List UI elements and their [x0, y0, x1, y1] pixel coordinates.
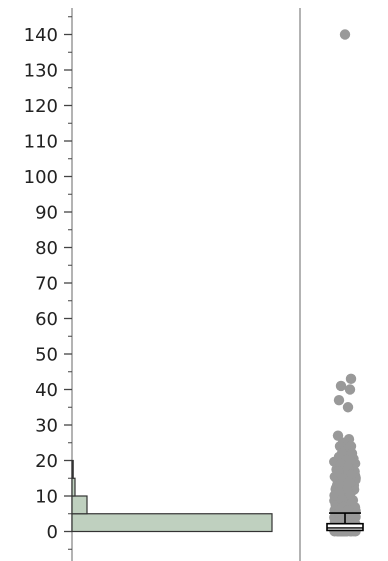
- y-tick-label: 0: [47, 522, 58, 543]
- y-axis: 0 10 20 30 40 50 60 70 80 90 100 110 120 130 140: [24, 8, 73, 561]
- data-point: [344, 384, 356, 395]
- y-tick-label: 100: [24, 167, 58, 188]
- data-point: [345, 373, 357, 385]
- y-tick-label: 90: [35, 203, 58, 224]
- data-point: [335, 380, 347, 392]
- y-tick-label: 140: [24, 25, 58, 46]
- y-tick-label: 40: [35, 380, 58, 401]
- y-tick-label: 10: [35, 487, 58, 508]
- data-point: [339, 29, 351, 40]
- y-tick-label: 20: [35, 451, 58, 472]
- histogram-bar: [71, 495, 88, 515]
- histogram-bar: [71, 459, 74, 479]
- data-point: [333, 394, 345, 406]
- y-tick-label: 80: [35, 238, 58, 259]
- histogram-bar: [71, 513, 273, 533]
- y-tick-label: 60: [35, 309, 58, 330]
- y-tick-label: 110: [24, 132, 58, 153]
- y-tick-label: 50: [35, 345, 58, 366]
- box-iqr: [326, 522, 364, 532]
- histogram-bar: [71, 477, 76, 497]
- outlier-points: [329, 29, 361, 537]
- y-tick-label: 120: [24, 96, 58, 117]
- histogram: [71, 459, 273, 533]
- box-plot: [326, 512, 364, 532]
- data-point: [342, 402, 354, 413]
- y-tick-label: 70: [35, 274, 58, 295]
- y-tick-label: 130: [24, 61, 58, 82]
- y-tick-label: 30: [35, 416, 58, 437]
